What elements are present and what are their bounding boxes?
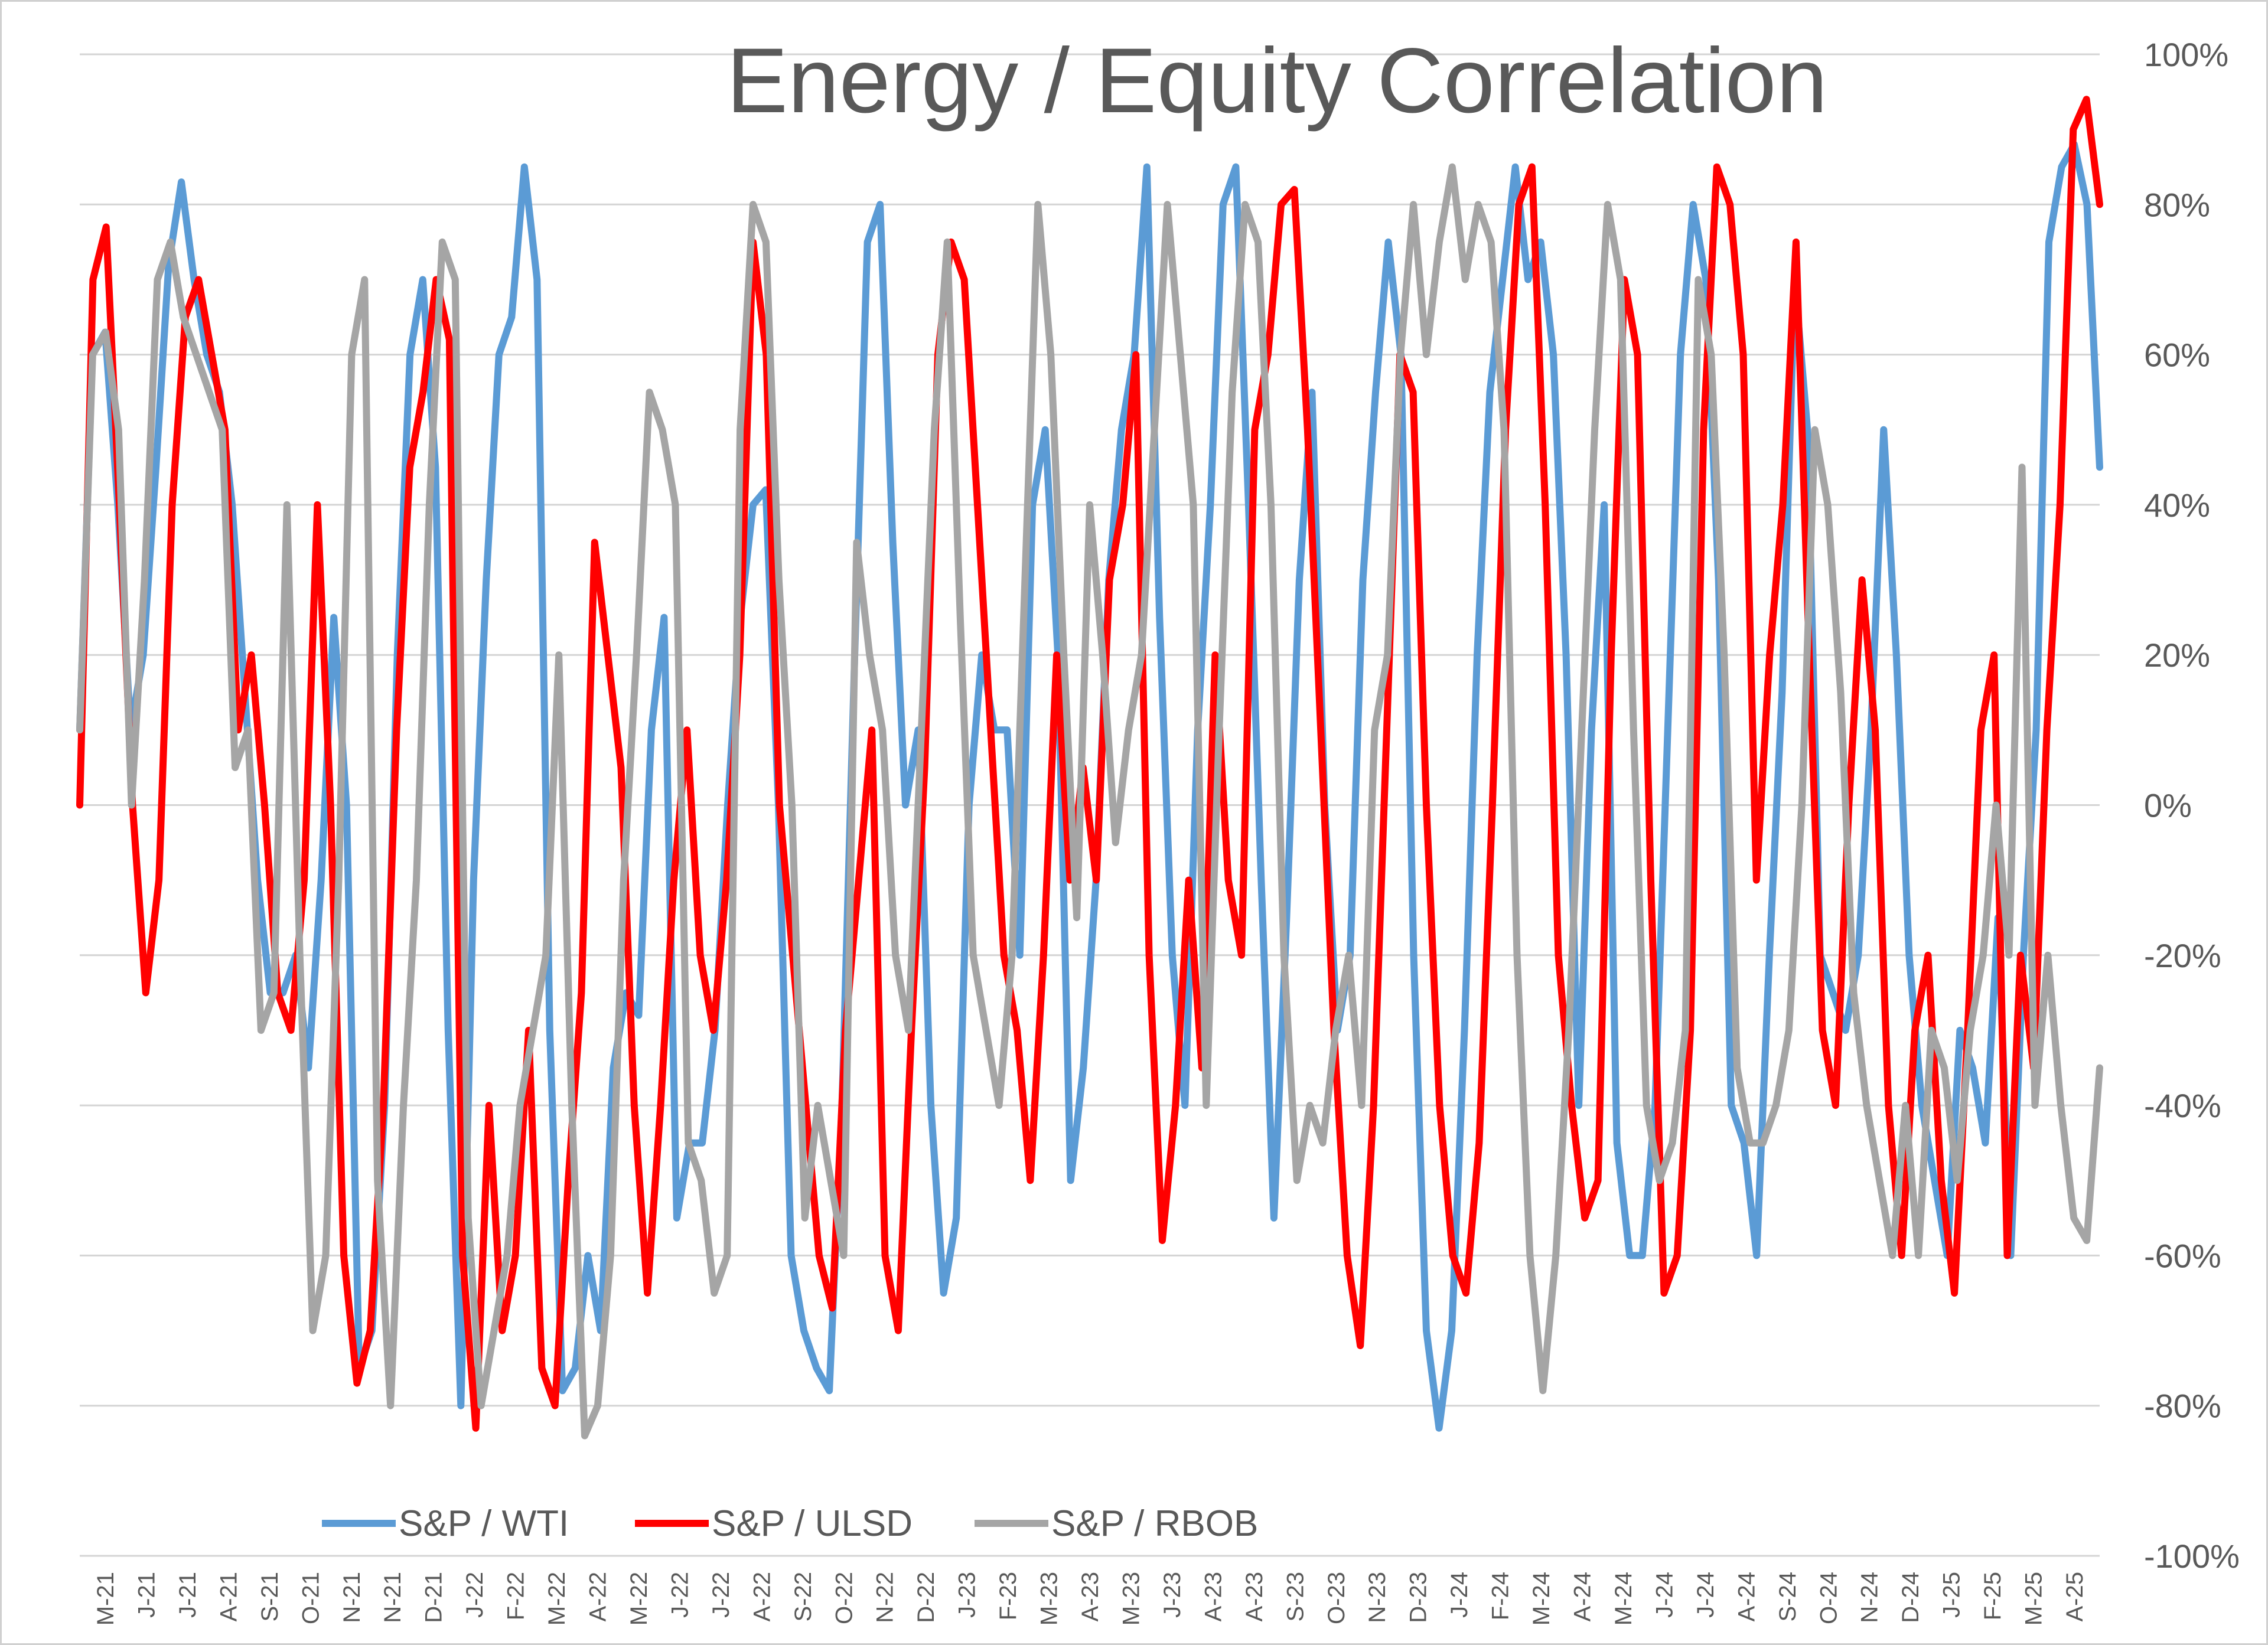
x-tick-label: D-24 (1898, 1572, 1924, 1623)
y-tick-label: 60% (2144, 337, 2210, 374)
legend-label: S&P / ULSD (712, 1503, 913, 1544)
x-tick-label: M-21 (93, 1572, 119, 1626)
legend-label: S&P / WTI (399, 1503, 569, 1544)
y-tick-label: -100% (2144, 1538, 2240, 1575)
x-tick-label: J-22 (708, 1572, 734, 1618)
x-tick-label: J-25 (1939, 1572, 1965, 1618)
x-tick-label: M-22 (544, 1572, 570, 1626)
x-tick-label: M-25 (2021, 1572, 2047, 1626)
series-line-3 (76, 163, 2103, 1440)
x-tick-label: A-23 (1241, 1572, 1267, 1622)
x-tick-label: S-23 (1282, 1572, 1308, 1622)
legend-label: S&P / RBOB (1051, 1503, 1258, 1544)
x-tick-label: M-23 (1037, 1572, 1063, 1626)
x-tick-label: J-21 (175, 1572, 201, 1618)
x-tick-label: A-25 (2062, 1572, 2088, 1622)
y-tick-label: -80% (2144, 1388, 2221, 1425)
x-tick-label: A-22 (749, 1572, 775, 1622)
y-axis-tick-labels: 100% 80% 60% 40% 20% 0% -20% -40% -60% -80% -100% (2144, 36, 2240, 1575)
x-tick-label: N-21 (339, 1572, 365, 1623)
x-tick-label: D-23 (1406, 1572, 1432, 1623)
x-tick-label: J-22 (667, 1572, 693, 1618)
x-tick-label: N-22 (872, 1572, 898, 1623)
x-tick-label: A-21 (216, 1572, 242, 1622)
y-tick-label: 100% (2144, 36, 2228, 73)
x-tick-label: F-25 (1980, 1572, 2006, 1620)
legend-item-3: S&P / RBOB (975, 1503, 1258, 1544)
y-tick-label: -40% (2144, 1087, 2221, 1124)
x-tick-label: A-24 (1570, 1572, 1596, 1622)
y-tick-label: -20% (2144, 937, 2221, 974)
x-tick-label: O-22 (831, 1572, 857, 1624)
chart-title: Energy / Equity Correlation (726, 30, 1827, 132)
y-tick-label: -60% (2144, 1237, 2221, 1274)
x-tick-label: M-24 (1611, 1572, 1637, 1626)
series-lines (76, 96, 2103, 1440)
x-tick-label: D-21 (421, 1572, 447, 1623)
x-tick-label: A-23 (1200, 1572, 1226, 1622)
x-tick-label: S-24 (1775, 1572, 1801, 1622)
legend: S&P / WTI S&P / ULSD S&P / RBOB (322, 1503, 1258, 1544)
y-tick-label: 80% (2144, 186, 2210, 223)
x-tick-label: A-23 (1077, 1572, 1103, 1622)
x-tick-label: N-24 (1857, 1572, 1883, 1623)
x-tick-label: M-24 (1529, 1572, 1555, 1626)
x-tick-label: J-24 (1693, 1572, 1719, 1618)
x-tick-label: N-21 (380, 1572, 406, 1623)
x-tick-label: S-21 (257, 1572, 283, 1622)
x-tick-label: J-23 (954, 1572, 980, 1618)
x-tick-label: O-21 (298, 1572, 324, 1624)
x-tick-label: A-22 (585, 1572, 611, 1622)
x-tick-label: F-23 (995, 1572, 1021, 1620)
x-tick-label: S-22 (790, 1572, 816, 1622)
y-tick-label: 40% (2144, 487, 2210, 524)
series-line-1 (76, 141, 2103, 1432)
y-tick-label: 0% (2144, 787, 2192, 824)
x-axis-tick-labels: M-21 J-21 J-21 A-21 S-21 O-21 N-21 N-21 D-21 J-22… (93, 1572, 2088, 1626)
x-tick-label: O-23 (1324, 1572, 1350, 1624)
x-tick-label: J-21 (133, 1572, 159, 1618)
x-tick-label: J-22 (462, 1572, 488, 1618)
x-tick-label: A-24 (1733, 1572, 1759, 1622)
x-tick-label: O-24 (1816, 1572, 1842, 1624)
legend-item-2: S&P / ULSD (635, 1503, 913, 1544)
x-tick-label: F-22 (503, 1572, 529, 1620)
x-tick-label: J-24 (1651, 1572, 1677, 1618)
x-tick-label: M-23 (1118, 1572, 1144, 1626)
x-tick-label: D-22 (913, 1572, 939, 1623)
x-tick-label: J-24 (1446, 1572, 1472, 1618)
x-tick-label: N-23 (1364, 1572, 1390, 1623)
x-tick-label: J-23 (1159, 1572, 1185, 1618)
x-tick-label: F-24 (1488, 1572, 1514, 1620)
legend-item-1: S&P / WTI (322, 1503, 569, 1544)
y-tick-label: 20% (2144, 637, 2210, 674)
x-tick-label: M-22 (626, 1572, 652, 1626)
series-line-2 (76, 96, 2103, 1432)
